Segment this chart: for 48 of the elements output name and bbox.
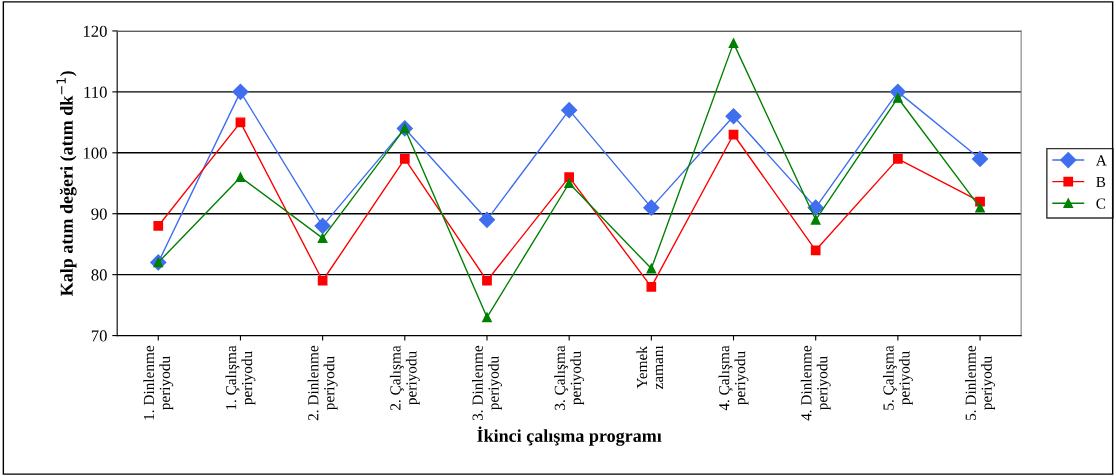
point <box>399 154 410 164</box>
y-tick-label: 80 <box>91 269 107 281</box>
x-tick-label: 5. Dinlenme periyodu <box>965 345 995 420</box>
x-tick-label: 2. Çalışma periyodu <box>389 345 420 410</box>
x-tick-label: 1. Çalışma periyodu <box>225 345 256 410</box>
legend-label: A <box>1095 155 1107 166</box>
point <box>893 93 903 103</box>
point <box>317 233 328 243</box>
point <box>561 102 578 119</box>
point <box>643 199 660 216</box>
point <box>564 172 575 183</box>
x-tick-label: 4. Dinlenme periyodu <box>800 345 831 421</box>
point <box>153 221 164 231</box>
x-axis-title: İkinci çalışma programı <box>477 426 662 446</box>
point <box>725 108 742 125</box>
x-tick-label: 4. Çalışma periyodu <box>718 345 749 411</box>
point <box>232 83 249 100</box>
x-tick-label: Yemek zamanı <box>636 345 664 389</box>
x-tick-label: 3. Dinlenme periyodu <box>472 345 502 421</box>
point <box>482 275 492 286</box>
x-tick-label: 3. Çalışma periyodu <box>554 345 585 410</box>
point <box>807 199 824 216</box>
y-tick-label: 120 <box>83 25 107 37</box>
point <box>810 245 821 256</box>
x-tick-label: 5. Çalışma periyodu <box>882 345 913 410</box>
y-axis-title: Kalp atım değeri (atım dk$^{−1}$) <box>56 71 77 296</box>
point <box>810 214 821 225</box>
point <box>971 150 989 167</box>
y-tick-label: 90 <box>91 208 107 220</box>
point <box>564 178 575 189</box>
point <box>314 217 331 234</box>
point <box>975 202 985 213</box>
x-tick-label: 1. Dinlenme periyodu <box>143 345 174 420</box>
point <box>317 275 328 286</box>
point <box>478 211 496 228</box>
point <box>646 263 657 274</box>
x-tick-label: 2. Dinlenme periyodu <box>307 345 338 421</box>
point <box>235 117 246 128</box>
y-tick-label: 110 <box>84 86 107 98</box>
point <box>482 312 492 323</box>
legend-label: B <box>1096 176 1106 188</box>
y-tick-label: 70 <box>91 330 107 342</box>
legend-label: C <box>1096 198 1106 209</box>
point <box>235 172 246 183</box>
y-tick-label: 100 <box>83 147 107 159</box>
point <box>646 281 657 292</box>
point <box>893 154 903 164</box>
point <box>728 38 739 48</box>
